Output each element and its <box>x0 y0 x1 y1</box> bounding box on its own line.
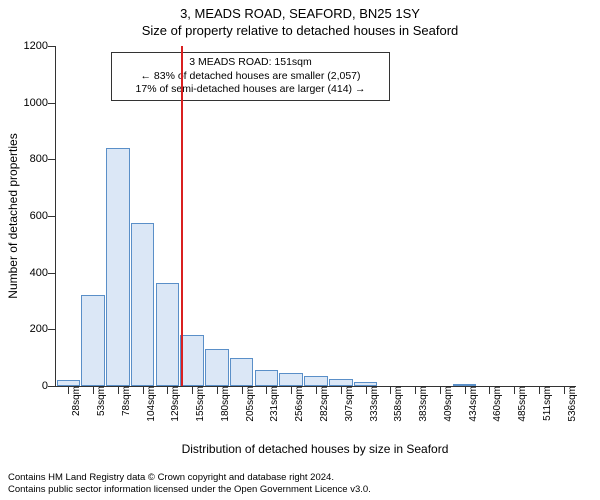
property-marker-line <box>181 46 183 386</box>
y-tick <box>48 216 56 217</box>
y-tick <box>48 103 56 104</box>
x-tick <box>366 386 367 394</box>
histogram-bar <box>304 376 328 386</box>
x-tick-label: 333sqm <box>369 386 380 436</box>
x-tick <box>167 386 168 394</box>
histogram-bar <box>81 295 105 386</box>
y-tick-label: 1000 <box>0 97 48 109</box>
x-tick <box>316 386 317 394</box>
x-tick <box>118 386 119 394</box>
x-tick <box>217 386 218 394</box>
x-tick-label: 28sqm <box>71 386 82 436</box>
x-tick-label: 383sqm <box>418 386 429 436</box>
annotation-line2: ← 83% of detached houses are smaller (2,… <box>118 70 383 84</box>
y-tick <box>48 386 56 387</box>
x-tick <box>291 386 292 394</box>
x-tick <box>489 386 490 394</box>
y-tick <box>48 273 56 274</box>
chart-container: 3, MEADS ROAD, SEAFORD, BN25 1SY Size of… <box>0 0 600 500</box>
x-tick-label: 409sqm <box>443 386 454 436</box>
histogram-bar <box>205 349 229 386</box>
histogram-bar <box>156 283 180 386</box>
title-address: 3, MEADS ROAD, SEAFORD, BN25 1SY <box>0 0 600 21</box>
x-tick <box>93 386 94 394</box>
x-tick <box>564 386 565 394</box>
x-tick <box>242 386 243 394</box>
x-tick <box>192 386 193 394</box>
x-tick-label: 282sqm <box>319 386 330 436</box>
y-tick-label: 1200 <box>0 40 48 52</box>
x-tick-label: 307sqm <box>344 386 355 436</box>
x-tick-label: 485sqm <box>517 386 528 436</box>
histogram-bar <box>180 335 204 386</box>
x-tick-label: 460sqm <box>492 386 503 436</box>
y-tick-label: 800 <box>0 153 48 165</box>
annotation-line1: 3 MEADS ROAD: 151sqm <box>118 56 383 70</box>
annotation-line3: 17% of semi-detached houses are larger (… <box>118 83 383 97</box>
x-tick-label: 155sqm <box>195 386 206 436</box>
x-tick-label: 358sqm <box>393 386 404 436</box>
x-tick-label: 231sqm <box>269 386 280 436</box>
histogram-bar <box>279 373 303 386</box>
y-tick <box>48 329 56 330</box>
x-tick-label: 78sqm <box>121 386 132 436</box>
histogram-bar <box>106 148 130 386</box>
footer-line1: Contains HM Land Registry data © Crown c… <box>8 472 371 484</box>
x-tick <box>465 386 466 394</box>
x-axis-title: Distribution of detached houses by size … <box>55 442 575 456</box>
x-tick-label: 536sqm <box>567 386 578 436</box>
chart-area: Number of detached properties 3 MEADS RO… <box>55 46 575 406</box>
x-tick <box>143 386 144 394</box>
y-tick-label: 400 <box>0 267 48 279</box>
x-tick-label: 180sqm <box>220 386 231 436</box>
x-tick <box>539 386 540 394</box>
y-tick <box>48 46 56 47</box>
y-tick-label: 200 <box>0 323 48 335</box>
y-tick-label: 600 <box>0 210 48 222</box>
x-tick <box>415 386 416 394</box>
footer-attribution: Contains HM Land Registry data © Crown c… <box>8 472 371 496</box>
plot-region: 3 MEADS ROAD: 151sqm ← 83% of detached h… <box>55 46 576 387</box>
x-tick <box>514 386 515 394</box>
x-tick <box>390 386 391 394</box>
x-tick <box>266 386 267 394</box>
x-tick-label: 104sqm <box>146 386 157 436</box>
x-tick <box>440 386 441 394</box>
footer-line2: Contains public sector information licen… <box>8 484 371 496</box>
x-tick-label: 53sqm <box>96 386 107 436</box>
x-tick-label: 129sqm <box>170 386 181 436</box>
histogram-bar <box>131 223 155 386</box>
annotation-box: 3 MEADS ROAD: 151sqm ← 83% of detached h… <box>111 52 390 101</box>
x-tick-label: 511sqm <box>542 386 553 436</box>
histogram-bar <box>255 370 279 386</box>
x-tick-label: 205sqm <box>245 386 256 436</box>
title-subtitle: Size of property relative to detached ho… <box>0 21 600 38</box>
y-tick-label: 0 <box>0 380 48 392</box>
x-tick-label: 434sqm <box>468 386 479 436</box>
histogram-bar <box>230 358 254 386</box>
y-tick <box>48 159 56 160</box>
x-tick-label: 256sqm <box>294 386 305 436</box>
x-tick <box>68 386 69 394</box>
histogram-bar <box>329 379 353 386</box>
x-tick <box>341 386 342 394</box>
